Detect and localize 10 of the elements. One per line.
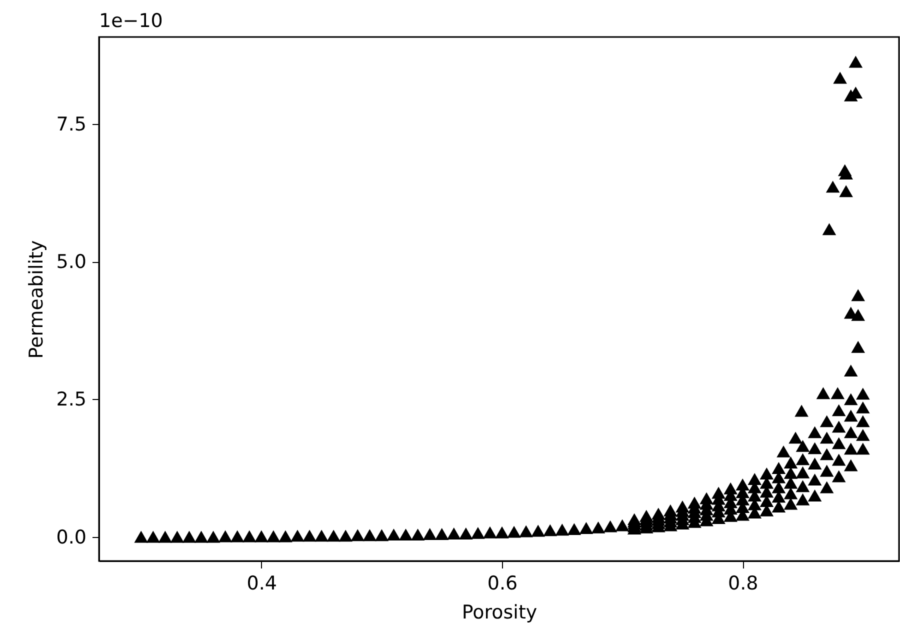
y-tick-label: 7.5: [56, 113, 86, 136]
x-tick-label: 0.4: [246, 572, 278, 594]
x-tick-label: 0.8: [728, 572, 758, 594]
x-tick-label: 0.6: [487, 572, 518, 594]
y-tick-label: 0.0: [56, 526, 86, 548]
text: 1e−10: [99, 10, 163, 32]
x-axis-title: Porosity: [462, 602, 538, 624]
y-axis-title: Permeability: [25, 240, 48, 359]
y-tick-label: 5.0: [56, 251, 86, 274]
y-tick-label: 2.5: [56, 388, 86, 411]
